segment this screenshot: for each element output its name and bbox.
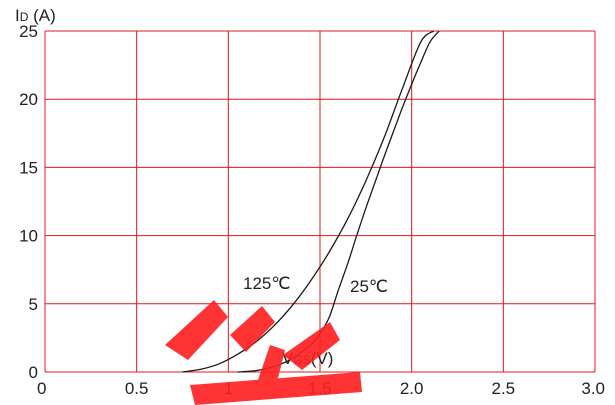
x-tick-label: 2.5	[492, 379, 516, 398]
x-tick-label: 3.0	[581, 379, 605, 398]
y-tick-label: 10	[19, 227, 38, 246]
x-tick-label: 2.0	[400, 379, 424, 398]
y-axis-label: ID (A)	[15, 6, 56, 25]
watermark-logo	[165, 300, 362, 405]
series-label-25c: 25℃	[350, 277, 388, 296]
y-tick-label: 20	[19, 90, 38, 109]
x-tick-label: 0	[37, 379, 46, 398]
x-tick-label: 0.5	[125, 379, 149, 398]
y-tick-label: 15	[19, 158, 38, 177]
grid	[44, 30, 596, 373]
y-tick-labels: 0 5 10 15 20 25	[19, 22, 38, 382]
series-label-125c: 125℃	[243, 274, 290, 293]
y-tick-label: 0	[29, 363, 38, 382]
y-tick-label: 25	[19, 22, 38, 41]
series-125c-line	[182, 30, 435, 373]
y-tick-label: 5	[29, 295, 38, 314]
